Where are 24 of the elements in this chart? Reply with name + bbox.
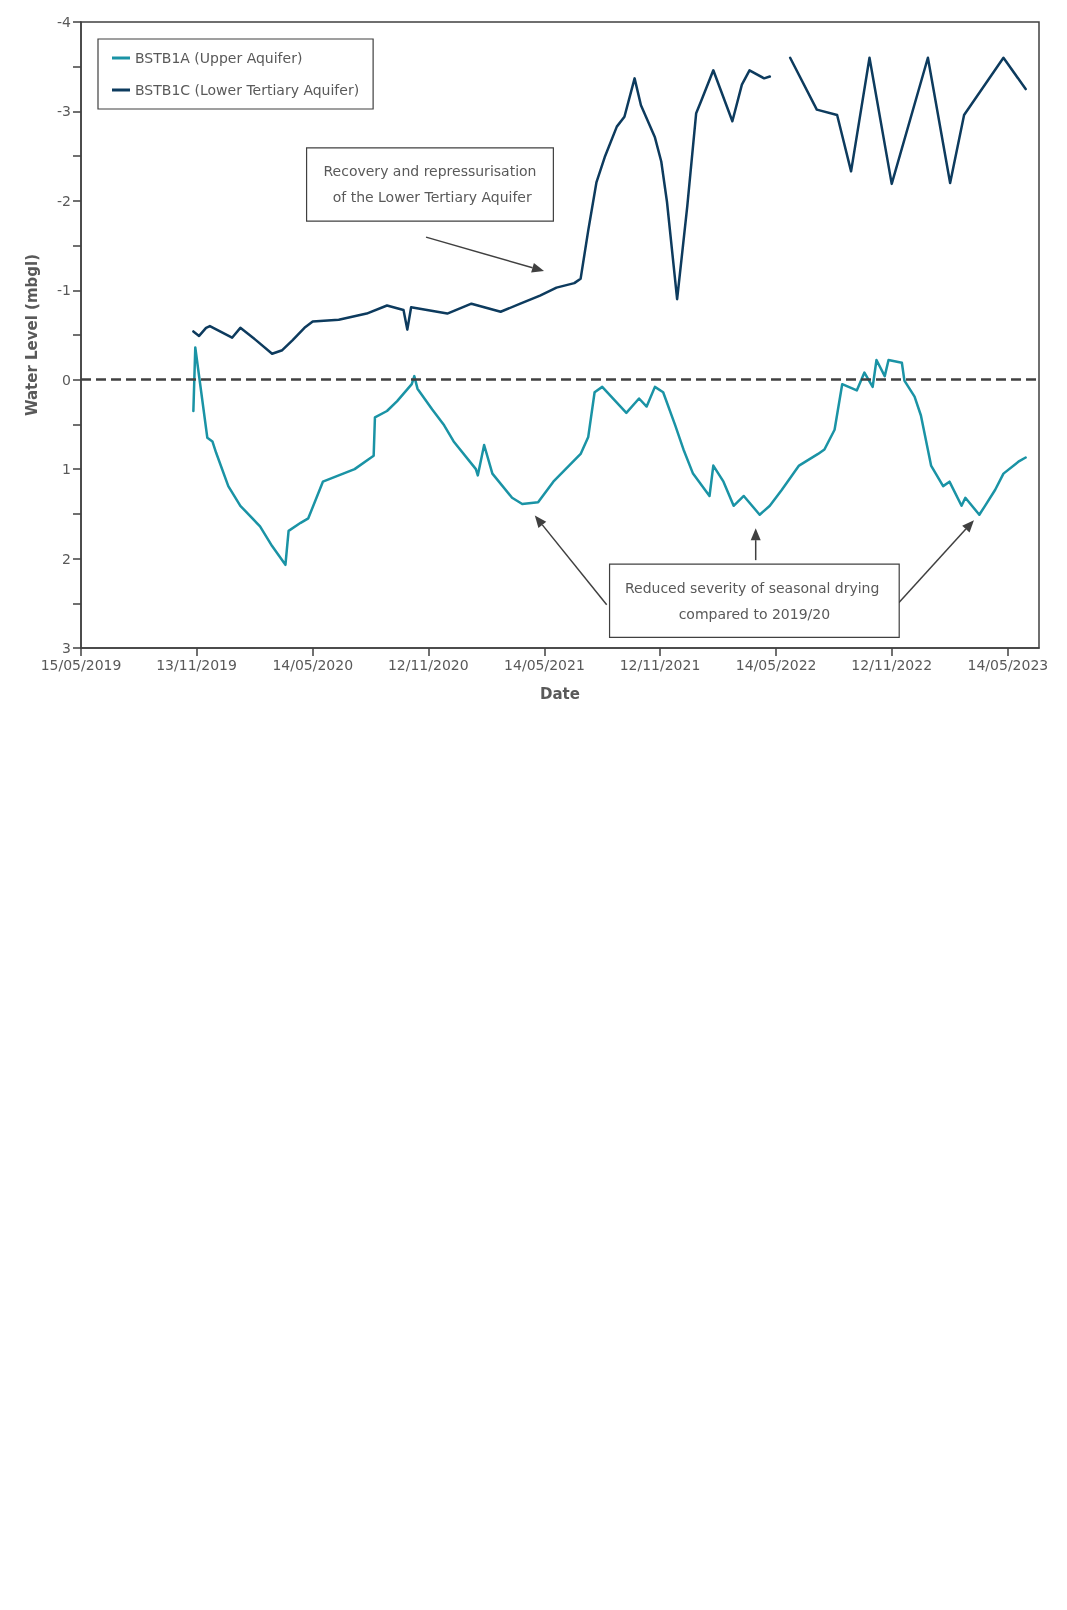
y-axis-title: Water Level (mbgl) [22,253,41,417]
y-tick-label: -1 [57,282,71,299]
legend-label: BSTB1C (Lower Tertiary Aquifer) [135,82,360,98]
y-tick-label: 1 [62,461,71,478]
x-tick-label: 14/05/2023 [967,657,1049,673]
annotation: Reduced severity of seasonal drying compared to 2019/20 [624,579,884,622]
x-tick-label: 14/05/2020 [272,657,354,673]
x-tick-label: 12/11/2020 [387,657,469,673]
x-tick-label: 14/05/2021 [504,657,585,673]
x-tick-label: 12/11/2022 [851,657,933,673]
x-axis-title: Date [540,684,580,703]
line-series [192,346,1027,567]
y-tick-label: -2 [57,192,71,209]
y-tick-label: 2 [62,550,71,567]
legend-label: BSTB1A (Upper Aquifer) [135,50,303,66]
x-tick-label: 15/05/2019 [40,657,122,673]
x-tick-label: 12/11/2021 [619,657,701,673]
y-tick-label: 3 [62,640,71,656]
y-tick-label: 0 [62,371,71,388]
x-tick-label: 14/05/2022 [735,657,817,673]
annotation: Recovery and repressurisation of the Lower Tertiary Aquifer [323,163,537,206]
y-tick-label: -3 [57,103,71,120]
x-tick-label: 13/11/2019 [156,657,237,673]
y-tick-label: -4 [57,14,72,30]
